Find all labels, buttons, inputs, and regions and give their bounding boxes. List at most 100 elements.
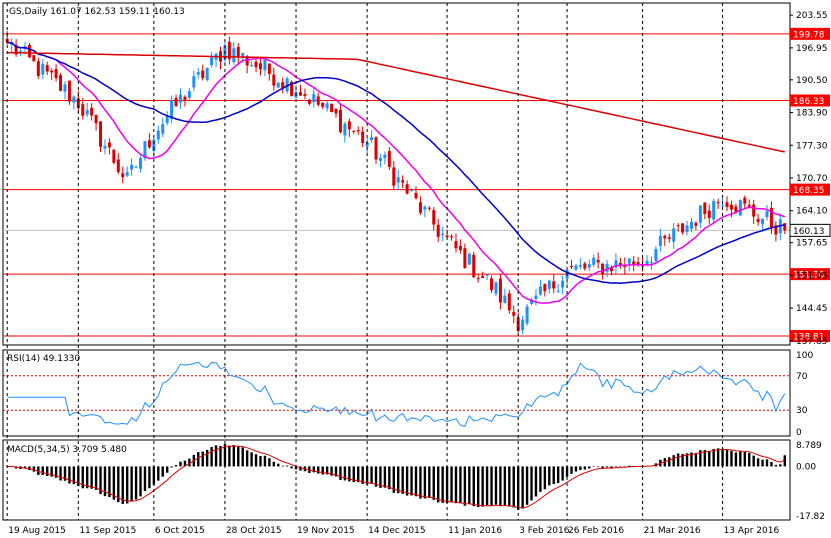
candle-body [32, 55, 36, 62]
macd-bar [690, 452, 693, 467]
candle-body [152, 139, 156, 152]
candle-body [418, 202, 422, 213]
candle-body [552, 281, 556, 289]
macd-bar [103, 466, 107, 497]
macd-bar [312, 466, 316, 473]
macd-bar [343, 466, 347, 481]
macd-bar [241, 447, 244, 467]
macd-bar [410, 466, 413, 496]
candle-body [476, 278, 480, 280]
macd-bar [277, 463, 280, 467]
macd-bar [765, 459, 769, 467]
candle-body [498, 278, 502, 303]
candle-body [250, 65, 254, 67]
candle-body [538, 286, 542, 295]
macd-bar [441, 466, 444, 503]
macd-bar [352, 466, 355, 483]
macd-bar [685, 453, 689, 467]
macd-bar [370, 466, 373, 484]
macd-bar [245, 450, 249, 467]
y-tick-label: 196.95 [796, 44, 828, 54]
chart-title: GS,Daily 161.07 162.53 159.11 160.13 [9, 7, 185, 17]
y-tick-label: 144.45 [796, 304, 828, 314]
candle-body [76, 98, 80, 109]
macd-bar [512, 466, 515, 508]
candle-body [396, 177, 400, 183]
candle-body [445, 235, 449, 238]
macd-bar [454, 466, 458, 504]
macd-bar [588, 466, 591, 469]
candle-body [343, 123, 347, 136]
macd-bar [676, 453, 680, 467]
rsi-y-label: 30 [796, 406, 808, 416]
candle-body [587, 264, 591, 268]
y-tick-label: 177.30 [796, 141, 828, 151]
x-axis: 19 Aug 2015 11 Sep 2015 6 Oct 2015 28 Oct 2… [6, 3, 779, 536]
macd-bar [90, 466, 93, 489]
macd-bar [770, 461, 773, 467]
candle-body [436, 224, 440, 237]
macd-bar [703, 450, 707, 467]
candle-body [721, 205, 725, 207]
candle-body [707, 210, 711, 219]
rsi-y-label: 70 [796, 372, 808, 382]
candle-body [210, 55, 214, 66]
macd-bar [668, 457, 671, 467]
macd-bar [361, 466, 364, 484]
macd-bar [428, 466, 431, 498]
macd-bar [730, 450, 733, 467]
candle-body [672, 228, 676, 242]
current-price-label: 160.13 [793, 227, 825, 237]
y-tick-label: 157.65 [796, 239, 828, 249]
macd-bar [134, 466, 138, 500]
candle-body [383, 154, 387, 159]
macd-bar [165, 466, 169, 473]
x-tick-label: 21 Mar 2016 [644, 526, 701, 536]
candle-body [507, 293, 511, 311]
macd-bar [68, 466, 71, 484]
candle-body [94, 115, 98, 124]
macd-bar [490, 466, 493, 507]
candle-body [636, 262, 640, 265]
macd-bar [46, 466, 49, 476]
candle-body [547, 280, 551, 289]
candle-body [432, 210, 436, 225]
candle-body [134, 166, 138, 168]
rsi-y-label: 100 [796, 351, 813, 361]
candle-body [36, 61, 40, 76]
candle-body [694, 222, 698, 226]
candle-body [112, 149, 116, 163]
candle-body [121, 173, 125, 178]
candle-body [196, 72, 200, 75]
price-panel[interactable]: 199.78 186.33 168.35 151.30 138.81 160.13 203.… [2, 2, 831, 347]
candle-body [712, 201, 716, 220]
macd-bar [570, 466, 573, 474]
macd-panel[interactable]: 8.789 0.00 -17.82 MACD(5,34,5) 3.709 5.480 [2, 439, 825, 522]
candle-body [139, 158, 143, 169]
rsi-panel-border [2, 349, 791, 437]
candle-body [534, 295, 538, 299]
candle-body [258, 63, 262, 70]
candle-body [161, 124, 165, 134]
macd-bar [748, 453, 751, 467]
candle-body [543, 284, 547, 292]
rsi-panel[interactable]: 100 70 30 0 RSI(14) 49.1330 [2, 349, 813, 438]
candle-body [174, 98, 178, 107]
macd-bar [459, 466, 462, 504]
candle-body [463, 248, 467, 269]
candle-body [574, 265, 578, 270]
candle-body [578, 265, 582, 267]
candle-body [325, 103, 329, 109]
candle-body [774, 225, 778, 235]
macd-bar [743, 452, 746, 467]
macd-bar [583, 466, 587, 470]
macd-bar [672, 455, 675, 467]
candle-body [689, 221, 693, 229]
macd-bar [125, 466, 129, 504]
candle-body [365, 142, 369, 147]
candle-body [45, 65, 49, 72]
candle-body [107, 142, 111, 148]
macd-bar [752, 455, 755, 467]
level-label: 168.35 [793, 186, 825, 196]
